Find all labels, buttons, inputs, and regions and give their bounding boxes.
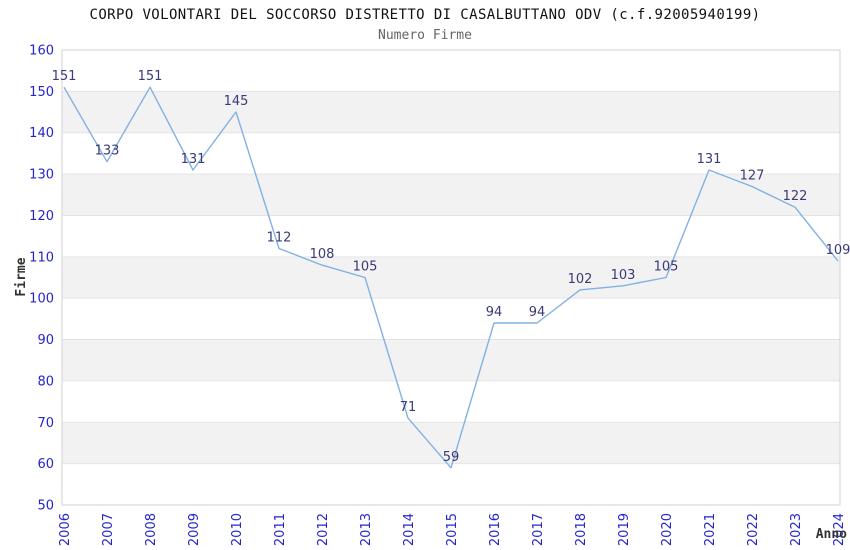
y-tick-label: 120 [29, 209, 54, 224]
data-point-label: 131 [697, 152, 722, 167]
data-point-label: 112 [267, 231, 292, 246]
data-series-line [63, 86, 839, 469]
x-tick-label: 2016 [488, 513, 503, 546]
x-tick-label: 2023 [789, 513, 804, 546]
data-point-labels: 151 133 151 131 145 112 108 105 71 59 94 94 102 103 10… [52, 69, 850, 465]
data-point-label: 108 [310, 247, 335, 262]
data-point-label: 145 [224, 94, 249, 109]
data-point-label: 131 [181, 152, 206, 167]
x-tick-label: 2006 [58, 513, 73, 546]
y-tick-label: 90 [37, 333, 54, 348]
y-axis-title: Firme [14, 257, 29, 296]
data-point-label: 105 [654, 260, 679, 275]
y-tick-label: 80 [37, 374, 54, 389]
chart-title: CORPO VOLONTARI DEL SOCCORSO DISTRETTO D… [90, 7, 761, 23]
x-tick-label: 2021 [703, 513, 718, 546]
horizontal-gridlines [62, 49, 840, 506]
data-point-label: 105 [353, 260, 378, 275]
data-point-label: 94 [529, 305, 546, 320]
x-tick-label: 2011 [273, 513, 288, 546]
band-stripe [62, 91, 840, 133]
x-tick-label: 2009 [187, 513, 202, 546]
x-tick-label: 2022 [746, 513, 761, 546]
x-tick-label: 2018 [574, 513, 589, 546]
data-point-label: 109 [826, 243, 850, 258]
x-axis-title: Anno [816, 527, 847, 542]
data-point-label: 71 [400, 400, 417, 415]
data-point-label: 151 [52, 69, 77, 84]
data-point-label: 59 [443, 450, 460, 465]
x-axis-tick-labels: 2006 2007 2008 2009 2010 2011 2012 2013 2014 2015… [58, 513, 847, 546]
data-point-label: 122 [783, 189, 808, 204]
y-tick-label: 150 [29, 85, 54, 100]
y-tick-label: 110 [29, 250, 54, 265]
data-point-label: 151 [138, 69, 163, 84]
x-tick-label: 2015 [445, 513, 460, 546]
y-tick-label: 60 [37, 457, 54, 472]
y-axis-tick-labels: 50 60 70 80 90 100 110 120 130 140 150 160 [29, 44, 54, 514]
x-tick-label: 2019 [617, 513, 632, 546]
plot-frame [61, 49, 841, 506]
data-point-label: 127 [740, 169, 765, 184]
band-stripe [62, 256, 840, 299]
x-tick-label: 2020 [660, 513, 675, 546]
x-tick-label: 2007 [101, 513, 116, 546]
x-tick-label: 2017 [531, 513, 546, 546]
band-stripe [62, 174, 840, 216]
x-tick-label: 2010 [230, 513, 245, 546]
data-point-label: 102 [568, 272, 593, 287]
x-tick-label: 2014 [402, 513, 417, 546]
x-tick-label: 2008 [144, 513, 159, 546]
x-tick-label: 2024 [832, 513, 847, 546]
x-tick-label: 2012 [316, 513, 331, 546]
data-point-label: 103 [611, 268, 636, 283]
y-tick-label: 160 [29, 44, 54, 59]
y-tick-label: 70 [37, 416, 54, 431]
y-tick-label: 100 [29, 292, 54, 307]
data-point-label: 94 [486, 305, 503, 320]
x-tick-label: 2013 [359, 513, 374, 546]
y-tick-label: 130 [29, 168, 54, 183]
chart-subtitle: Numero Firme [378, 28, 472, 43]
band-stripe [62, 422, 840, 464]
y-tick-label: 50 [37, 499, 54, 514]
plot-background-bands [62, 91, 840, 464]
data-point-label: 133 [95, 144, 120, 159]
y-tick-label: 140 [29, 126, 54, 141]
band-stripe [62, 339, 840, 381]
